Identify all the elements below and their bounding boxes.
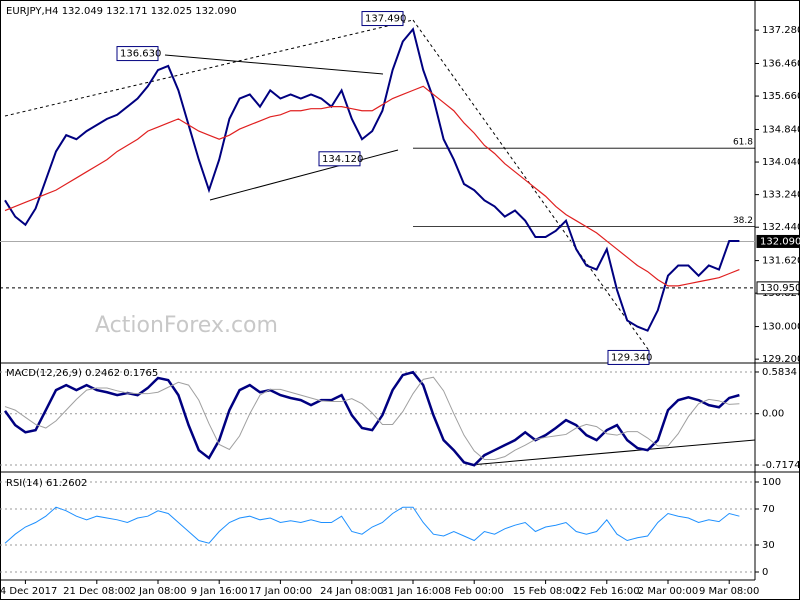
x-tick-label: 21 Dec 08:00 [63, 586, 130, 597]
panel-title: RSI(14) 61.2602 [6, 478, 87, 489]
annotation: 134.120 [322, 154, 363, 165]
x-tick-label: 9 Mar 08:00 [699, 586, 759, 597]
annotation: 136.630 [120, 49, 161, 60]
x-tick-label: 2 Mar 00:00 [638, 586, 698, 597]
trend-line [412, 19, 651, 353]
x-tick-label: 31 Jan 16:00 [381, 586, 444, 597]
y-tick-label: 135.660 [762, 91, 800, 102]
price-label: 132.090 [760, 236, 800, 247]
x-tick-label: 8 Feb 00:00 [445, 586, 504, 597]
price-box [756, 234, 800, 248]
y-tick-label: 131.620 [762, 256, 800, 267]
x-tick-label: 22 Feb 16:00 [574, 586, 640, 597]
x-tick-label: 17 Jan 00:00 [249, 586, 312, 597]
trend-line [4, 19, 414, 117]
y-tick-label: 0.5834 [762, 367, 797, 378]
series-line [4, 506, 740, 544]
y-tick-label: 70 [762, 504, 775, 515]
series-line [4, 85, 740, 287]
fib-label: 38.2 [733, 216, 753, 226]
y-tick-label: 0 [762, 567, 768, 578]
y-tick-label: 129.200 [762, 354, 800, 365]
panel-title: EURJPY,H4 132.049 132.171 132.025 132.09… [6, 6, 237, 17]
annotation-box [607, 349, 650, 365]
fib-label: 61.8 [733, 138, 753, 148]
annotation-box [361, 11, 404, 27]
y-tick-label: -0.7174 [762, 460, 800, 471]
watermark: ActionForex.com [95, 313, 278, 338]
series-line [4, 27, 740, 332]
annotation: 137.490 [365, 14, 406, 25]
y-tick-label: 134.840 [762, 124, 800, 135]
y-tick-label: 134.040 [762, 157, 800, 168]
y-tick-label: 30 [762, 540, 775, 551]
y-tick-label: 130.000 [762, 322, 800, 333]
x-tick-label: 15 Feb 08:00 [513, 586, 579, 597]
y-tick-label: 0.00 [762, 409, 784, 420]
x-tick-label: 2 Jan 08:00 [130, 586, 187, 597]
y-tick-label: 132.440 [762, 222, 800, 233]
y-tick-label: 137.280 [762, 25, 800, 36]
panel-title: MACD(12,26,9) 0.2462 0.1765 [6, 368, 158, 379]
y-tick-label: 133.240 [762, 190, 800, 201]
price-box [756, 281, 800, 295]
annotation-box [318, 151, 361, 167]
series-line [4, 376, 740, 460]
x-tick-label: 9 Jan 16:00 [191, 586, 248, 597]
trend-line [469, 439, 756, 466]
x-tick-label: 14 Dec 2017 [0, 586, 57, 597]
x-tick-label: 24 Jan 08:00 [320, 586, 383, 597]
annotation: 129.340 [611, 352, 652, 363]
price-label: 130.950 [760, 283, 800, 294]
y-tick-label: 100 [762, 477, 781, 488]
trend-line [164, 54, 384, 75]
y-tick-label: 136.460 [762, 58, 800, 69]
trend-line [209, 149, 399, 201]
annotation-box [116, 46, 159, 62]
